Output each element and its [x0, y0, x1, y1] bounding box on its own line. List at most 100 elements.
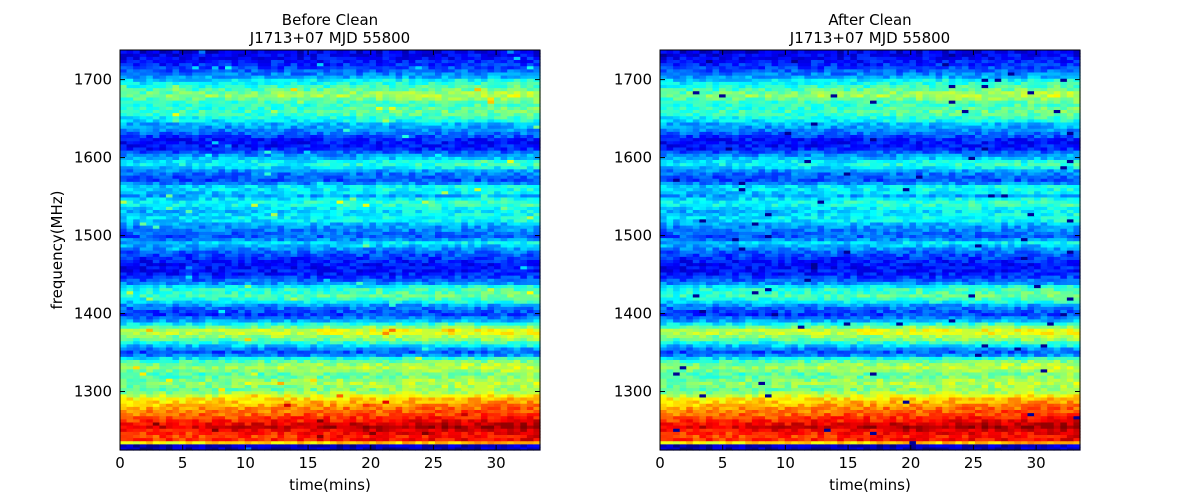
heatmap-cell	[165, 268, 174, 273]
heatmap-cell	[310, 418, 318, 423]
heatmap-cell	[270, 406, 279, 410]
heatmap-cell	[172, 303, 180, 307]
heatmap-cell	[211, 246, 220, 251]
heatmap-cell	[316, 353, 325, 357]
heatmap-cell	[375, 296, 384, 301]
heatmap-cell	[310, 421, 318, 426]
heatmap-cell	[382, 246, 390, 251]
heatmap-cell	[120, 250, 128, 254]
heatmap-cell	[448, 443, 456, 448]
heatmap-cell	[382, 381, 390, 385]
heatmap-cell	[435, 321, 443, 326]
heatmap-cell	[257, 446, 265, 451]
heatmap-cell	[389, 293, 397, 298]
heatmap-cell	[139, 409, 147, 414]
heatmap-cell	[225, 243, 233, 248]
heatmap-cell	[277, 300, 285, 304]
heatmap-cell	[120, 287, 128, 292]
heatmap-cell	[330, 206, 338, 210]
heatmap-cell	[428, 228, 436, 232]
heatmap-cell	[290, 268, 298, 273]
heatmap-cell	[480, 250, 489, 254]
heatmap-cell	[192, 362, 200, 367]
heatmap-cell	[520, 356, 528, 360]
heatmap-cell	[179, 440, 187, 445]
heatmap-cell	[467, 281, 475, 285]
heatmap-cell	[441, 425, 449, 429]
heatmap-cell	[225, 309, 233, 314]
heatmap-cell	[382, 412, 390, 417]
heatmap-cell	[120, 268, 128, 273]
heatmap-cell	[461, 337, 469, 342]
heatmap-cell	[507, 431, 515, 435]
heatmap-cell	[494, 240, 502, 245]
heatmap-cell	[480, 371, 489, 376]
heatmap-cell	[284, 384, 292, 389]
heatmap-cell	[513, 315, 521, 320]
heatmap-cell	[500, 262, 508, 267]
heatmap-cell	[494, 206, 502, 210]
heatmap-cell	[225, 237, 233, 242]
heatmap-cell	[290, 259, 298, 264]
heatmap-cell	[297, 306, 305, 310]
heatmap-cell	[323, 246, 331, 251]
heatmap-cell	[244, 306, 252, 310]
heatmap-cell	[441, 212, 449, 217]
heatmap-cell	[408, 381, 416, 385]
heatmap-cell	[159, 387, 167, 392]
heatmap-cell	[356, 225, 364, 229]
heatmap-cell	[211, 434, 220, 439]
heatmap-cell	[316, 231, 325, 235]
heatmap-cell	[251, 318, 259, 323]
heatmap-cell	[487, 371, 495, 376]
heatmap-cell	[500, 396, 508, 401]
heatmap-cell	[356, 234, 364, 239]
heatmap-cell	[454, 265, 462, 270]
heatmap-cell	[389, 325, 397, 329]
heatmap-cell	[270, 240, 279, 245]
heatmap-cell	[507, 206, 515, 210]
heatmap-cell	[369, 437, 377, 442]
heatmap-cell	[159, 231, 167, 235]
heatmap-cell	[389, 418, 397, 423]
heatmap-cell	[257, 359, 265, 364]
heatmap-cell	[152, 253, 160, 257]
heatmap-cell	[330, 368, 338, 373]
heatmap-cell	[448, 296, 456, 301]
heatmap-cell	[231, 293, 239, 298]
heatmap-cell	[225, 403, 233, 407]
heatmap-cell	[126, 268, 134, 273]
heatmap-cell	[251, 315, 259, 320]
heatmap-cell	[257, 259, 265, 264]
heatmap-cell	[277, 331, 285, 335]
heatmap-cell	[402, 346, 410, 351]
heatmap-cell	[257, 390, 265, 395]
heatmap-cell	[382, 362, 390, 367]
heatmap-cell	[395, 353, 403, 357]
heatmap-cell	[520, 215, 528, 220]
heatmap-cell	[428, 403, 436, 407]
heatmap-cell	[205, 340, 213, 345]
heatmap-cell	[480, 256, 489, 260]
heatmap-cell	[225, 300, 233, 304]
heatmap-cell	[507, 300, 515, 304]
heatmap-cell	[290, 425, 298, 429]
heatmap-cell	[126, 381, 134, 385]
heatmap-cell	[507, 375, 515, 379]
heatmap-cell	[297, 262, 305, 267]
heatmap-cell	[520, 353, 528, 357]
heatmap-cell	[192, 315, 200, 320]
heatmap-cell	[382, 309, 390, 314]
heatmap-cell	[500, 325, 508, 329]
heatmap-cell	[251, 234, 259, 239]
heatmap-cell	[343, 206, 351, 210]
heatmap-cell	[448, 243, 456, 248]
heatmap-cell	[185, 337, 193, 342]
heatmap-cell	[494, 231, 502, 235]
heatmap-cell	[356, 309, 364, 314]
heatmap-cell	[277, 440, 285, 445]
heatmap-cell	[487, 384, 495, 389]
heatmap-cell	[323, 328, 331, 332]
heatmap-cell	[349, 296, 357, 301]
heatmap-cell	[218, 256, 226, 260]
